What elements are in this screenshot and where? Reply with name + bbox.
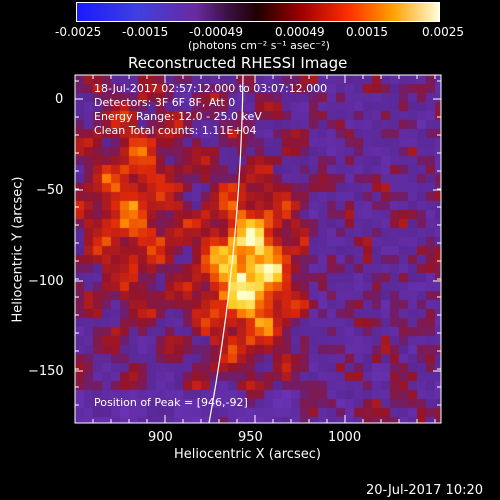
detectors-text: Detectors: 3F 6F 8F, Att 0 (94, 96, 236, 109)
rhessi-image (75, 75, 441, 423)
colorbar-frame (76, 2, 440, 22)
solar-limb-line (208, 74, 244, 424)
colorbar-tick-label: -0.0025 (55, 25, 102, 39)
colorbar (76, 2, 440, 22)
y-tick-label: −50 (36, 183, 64, 198)
y-axis-label: Heliocentric Y (arcsec) (10, 176, 26, 323)
x-tick-label: 950 (238, 430, 263, 445)
energy-range-text: Energy Range: 12.0 - 25.0 keV (94, 110, 262, 123)
colorbar-tick-label: -0.00049 (189, 25, 243, 39)
colorbar-unit-label: (photons cm⁻² s⁻¹ asec⁻²) (188, 39, 330, 52)
y-tick-label: 0 (55, 92, 64, 107)
colorbar-tick-label: 0.0015 (346, 25, 388, 39)
y-tick-label: −150 (28, 364, 64, 379)
x-tick-label: 900 (148, 430, 173, 445)
y-tick-label: −100 (28, 274, 64, 289)
plot-frame (74, 74, 442, 424)
footer-timestamp: 20-Jul-2017 10:20 (366, 483, 484, 498)
colorbar-tick-label: 0.0025 (422, 25, 464, 39)
x-axis-label: Heliocentric X (arcsec) (174, 447, 321, 462)
plot-title: Reconstructed RHESSI Image (128, 54, 348, 72)
time-range-text: 18-Jul-2017 02:57:12.000 to 03:07:12.000 (94, 82, 328, 95)
colorbar-tick-label: 0.00049 (275, 25, 325, 39)
peak-position-text: Position of Peak = [946,-92] (94, 396, 248, 409)
total-counts-text: Clean Total counts: 1.11E+04 (94, 124, 257, 137)
x-tick-label: 1000 (328, 430, 362, 445)
colorbar-tick-label: -0.0015 (122, 25, 169, 39)
